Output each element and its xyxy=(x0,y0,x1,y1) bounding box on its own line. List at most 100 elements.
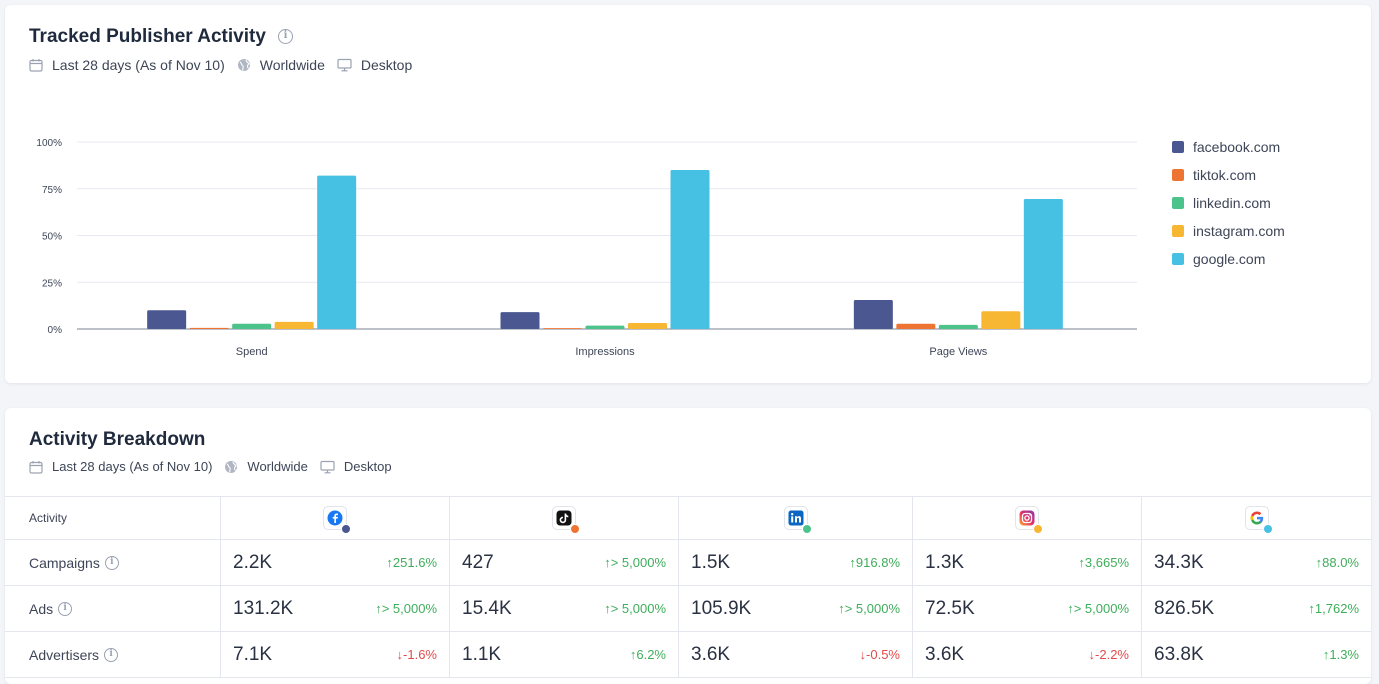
device-filter[interactable]: Desktop xyxy=(337,57,412,73)
bar-facebook-impressions[interactable] xyxy=(500,312,540,329)
bar-linkedin-spend[interactable] xyxy=(232,323,272,329)
bar-linkedin-impressions[interactable] xyxy=(585,325,625,329)
facebook-column-header xyxy=(221,497,450,539)
bar-tiktok-spend[interactable] xyxy=(189,327,229,329)
cell-value: 7.1K xyxy=(233,643,273,665)
legend-label: instagram.com xyxy=(1193,223,1285,239)
bar-facebook-page-views[interactable] xyxy=(853,300,893,329)
row-label-advertisers: Advertisers i xyxy=(5,632,221,677)
table-cell: 1.3K ↑3,665% xyxy=(913,540,1142,585)
row-label-text: Ads xyxy=(29,600,54,617)
legend-swatch xyxy=(1172,225,1184,237)
activity-breakdown-card: Activity Breakdown Last 28 days (As of N… xyxy=(5,408,1371,684)
info-icon[interactable]: i xyxy=(278,29,293,44)
legend-swatch xyxy=(1172,253,1184,265)
legend-label: google.com xyxy=(1193,251,1266,267)
period-label: Last 28 days (As of Nov 10) xyxy=(52,57,225,73)
period-filter[interactable]: Last 28 days (As of Nov 10) xyxy=(29,459,212,474)
region-filter[interactable]: Worldwide xyxy=(224,459,308,474)
table-cell: 105.9K ↑> 5,000% xyxy=(679,586,913,631)
bar-instagram-impressions[interactable] xyxy=(628,323,667,329)
cell-value: 1.5K xyxy=(691,551,731,573)
activity-breakdown-filters: Last 28 days (As of Nov 10) Worldwide De… xyxy=(29,459,404,474)
cell-value: 1.3K xyxy=(925,551,965,573)
y-tick-label: 50% xyxy=(42,232,62,243)
y-tick-label: 100% xyxy=(36,138,62,149)
x-tick-label: Impressions xyxy=(575,346,635,358)
linkedin-dot xyxy=(801,524,812,534)
device-filter[interactable]: Desktop xyxy=(320,459,392,474)
info-icon[interactable]: i xyxy=(58,601,73,616)
region-filter[interactable]: Worldwide xyxy=(237,57,325,73)
table-cell: 1.1K ↑6.2% xyxy=(450,632,679,677)
table-cell: 72.5K ↑> 5,000% xyxy=(913,586,1142,631)
device-label: Desktop xyxy=(360,57,413,73)
google-dot xyxy=(1262,524,1273,534)
activity-column-header: Activity xyxy=(5,497,221,539)
publisher-activity-title: Tracked Publisher Activity xyxy=(29,26,266,47)
bar-facebook-spend[interactable] xyxy=(147,310,187,329)
cell-change: ↓-1.6% xyxy=(396,647,437,662)
table-cell: 63.8K ↑1.3% xyxy=(1142,632,1371,677)
legend-label: facebook.com xyxy=(1193,139,1281,155)
cell-value: 826.5K xyxy=(1154,597,1215,619)
legend-item[interactable]: facebook.com xyxy=(1172,133,1285,161)
row-label-ads: Ads i xyxy=(5,586,221,631)
instagram-icon xyxy=(1015,506,1043,534)
globe-icon xyxy=(237,59,250,71)
calendar-icon xyxy=(29,59,43,72)
legend-swatch xyxy=(1172,197,1184,209)
bar-tiktok-page-views[interactable] xyxy=(896,323,936,329)
publisher-activity-chart: 100% 75% 50% 25% 0% Spend Impressions Page View… xyxy=(36,138,1137,358)
region-label: Worldwide xyxy=(259,57,325,73)
cell-value: 105.9K xyxy=(691,597,752,619)
bar-instagram-page-views[interactable] xyxy=(981,311,1021,329)
table-cell: 2.2K ↑251.6% xyxy=(221,540,450,585)
row-label-text: Campaigns xyxy=(29,554,100,571)
linkedin-icon xyxy=(783,506,812,534)
cell-change: ↓-0.5% xyxy=(859,647,900,662)
instagram-column-header xyxy=(913,497,1142,539)
facebook-dot xyxy=(341,524,351,534)
publisher-activity-card: Tracked Publisher Activity i Last 28 day… xyxy=(5,5,1371,383)
cell-change: ↓-2.2% xyxy=(1088,647,1129,662)
bar-instagram-spend[interactable] xyxy=(274,321,314,329)
cell-value: 63.8K xyxy=(1154,643,1204,665)
bar-tiktok-impressions[interactable] xyxy=(543,328,582,329)
x-tick-label: Page Views xyxy=(929,346,987,358)
legend-item[interactable]: google.com xyxy=(1172,245,1285,273)
table-header-row: Activity xyxy=(5,497,1371,540)
legend-item[interactable]: tiktok.com xyxy=(1172,161,1285,189)
facebook-icon xyxy=(323,506,351,534)
info-icon[interactable]: i xyxy=(104,555,119,570)
table-cell: 34.3K ↑88.0% xyxy=(1142,540,1371,585)
cell-change: ↑> 5,000% xyxy=(375,601,437,616)
table-cell: 427 ↑> 5,000% xyxy=(450,540,679,585)
desktop-icon xyxy=(337,58,352,72)
table-cell: 826.5K ↑1,762% xyxy=(1142,586,1371,631)
device-label: Desktop xyxy=(343,459,392,474)
legend-item[interactable]: instagram.com xyxy=(1172,217,1285,245)
cell-value: 1.1K xyxy=(462,643,502,665)
legend-item[interactable]: linkedin.com xyxy=(1172,189,1285,217)
table-cell: 7.1K ↓-1.6% xyxy=(221,632,450,677)
cell-change: ↑> 5,000% xyxy=(1067,601,1129,616)
bar-google-impressions[interactable] xyxy=(670,170,710,329)
cell-change: ↑251.6% xyxy=(386,555,437,570)
table-row: Advertisers i 7.1K ↓-1.6% 1.1K ↑6.2% 3.6K ↓… xyxy=(5,632,1371,678)
y-tick-label: 75% xyxy=(42,185,62,196)
publisher-activity-filters: Last 28 days (As of Nov 10) Worldwide De… xyxy=(29,57,424,73)
bar-google-spend[interactable] xyxy=(317,175,357,329)
region-label: Worldwide xyxy=(247,459,308,474)
bar-linkedin-page-views[interactable] xyxy=(938,324,978,329)
y-tick-label: 25% xyxy=(42,278,62,289)
info-icon[interactable]: i xyxy=(104,647,119,662)
cell-value: 34.3K xyxy=(1154,551,1204,573)
instagram-dot xyxy=(1033,524,1043,534)
bar-google-page-views[interactable] xyxy=(1023,199,1063,329)
globe-icon xyxy=(225,460,238,473)
legend-swatch xyxy=(1172,141,1184,153)
period-filter[interactable]: Last 28 days (As of Nov 10) xyxy=(29,57,225,73)
legend-label: linkedin.com xyxy=(1193,195,1271,211)
cell-change: ↑> 5,000% xyxy=(604,555,666,570)
